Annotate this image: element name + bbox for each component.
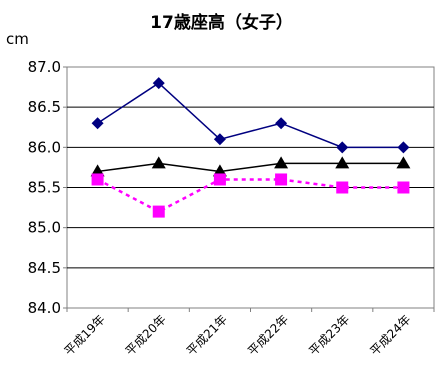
y-tick-label: 85.0	[28, 219, 61, 237]
data-point-square	[152, 205, 165, 218]
x-tick-label: 平成22年	[245, 312, 291, 358]
data-point-diamond	[397, 141, 410, 154]
data-point-square	[397, 181, 410, 194]
data-point-triangle	[335, 156, 350, 169]
x-tick-label: 平成20年	[123, 312, 169, 358]
data-point-diamond	[336, 141, 349, 154]
data-point-diamond	[91, 117, 104, 130]
series-line	[97, 82, 404, 149]
data-point-square	[91, 173, 104, 186]
x-tick-label: 平成19年	[62, 312, 108, 358]
data-point-square	[336, 181, 349, 194]
series-1	[91, 77, 410, 154]
chart-title: 17歳座高（女子）	[150, 13, 293, 33]
x-tick-label: 平成24年	[367, 312, 413, 358]
data-point-diamond	[275, 117, 288, 130]
y-axis-unit-label: cm	[6, 30, 29, 48]
series-line	[97, 178, 404, 214]
x-tick-label: 平成21年	[184, 312, 230, 358]
data-point-triangle	[212, 164, 227, 177]
y-tick-label: 85.5	[28, 179, 61, 197]
y-tick-label: 84.0	[28, 299, 61, 317]
y-tick-label: 86.0	[28, 138, 61, 156]
x-axis-ticks: 平成19年 平成20年 平成21年 平成22年 平成23年 平成24年	[62, 308, 435, 358]
data-point-triangle	[396, 156, 411, 169]
series-layer	[90, 77, 411, 218]
y-tick-label: 84.5	[28, 259, 61, 277]
data-point-triangle	[274, 156, 289, 169]
y-axis-ticks: 84.0 84.5 85.0 85.5 86.0 86.5 87.0	[28, 58, 67, 317]
series-line	[97, 162, 404, 173]
data-point-square	[213, 173, 226, 186]
series-2	[90, 156, 411, 177]
series-3	[91, 173, 410, 218]
data-point-diamond	[152, 77, 165, 90]
data-point-triangle	[90, 164, 105, 177]
y-tick-label: 87.0	[28, 58, 61, 76]
x-tick-label: 平成23年	[306, 312, 352, 358]
data-point-triangle	[151, 156, 166, 169]
y-tick-label: 86.5	[28, 98, 61, 116]
data-point-diamond	[213, 133, 226, 146]
data-point-square	[275, 173, 288, 186]
